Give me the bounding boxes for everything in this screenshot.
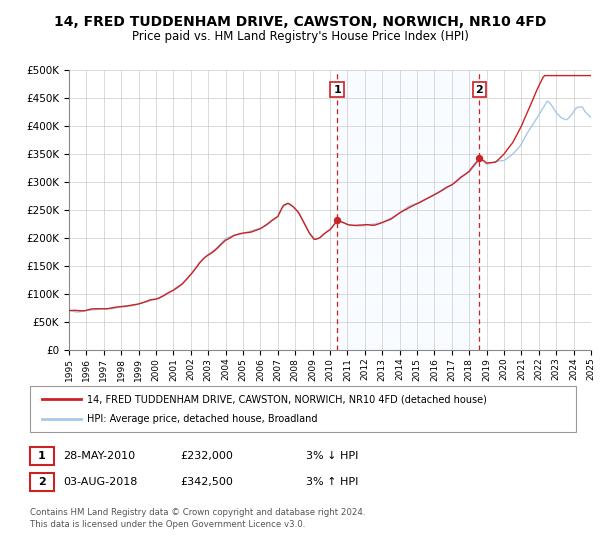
Text: Price paid vs. HM Land Registry's House Price Index (HPI): Price paid vs. HM Land Registry's House …: [131, 30, 469, 43]
Bar: [337, 70, 479, 350]
Text: 2: 2: [476, 85, 484, 95]
Text: 2: 2: [38, 477, 46, 487]
Text: 1: 1: [333, 85, 341, 95]
Text: 1: 1: [38, 451, 46, 461]
Point: [475, 154, 484, 163]
Text: 03-AUG-2018: 03-AUG-2018: [63, 477, 137, 487]
Text: Contains HM Land Registry data © Crown copyright and database right 2024.
This d: Contains HM Land Registry data © Crown c…: [30, 508, 365, 529]
Text: 3% ↓ HPI: 3% ↓ HPI: [306, 451, 358, 461]
Text: 28-MAY-2010: 28-MAY-2010: [63, 451, 135, 461]
Point: [332, 216, 342, 225]
Text: HPI: Average price, detached house, Broadland: HPI: Average price, detached house, Broa…: [87, 414, 317, 424]
Text: 14, FRED TUDDENHAM DRIVE, CAWSTON, NORWICH, NR10 4FD (detached house): 14, FRED TUDDENHAM DRIVE, CAWSTON, NORWI…: [87, 394, 487, 404]
Text: 14, FRED TUDDENHAM DRIVE, CAWSTON, NORWICH, NR10 4FD: 14, FRED TUDDENHAM DRIVE, CAWSTON, NORWI…: [54, 15, 546, 29]
Text: 3% ↑ HPI: 3% ↑ HPI: [306, 477, 358, 487]
Text: £342,500: £342,500: [180, 477, 233, 487]
Text: £232,000: £232,000: [180, 451, 233, 461]
